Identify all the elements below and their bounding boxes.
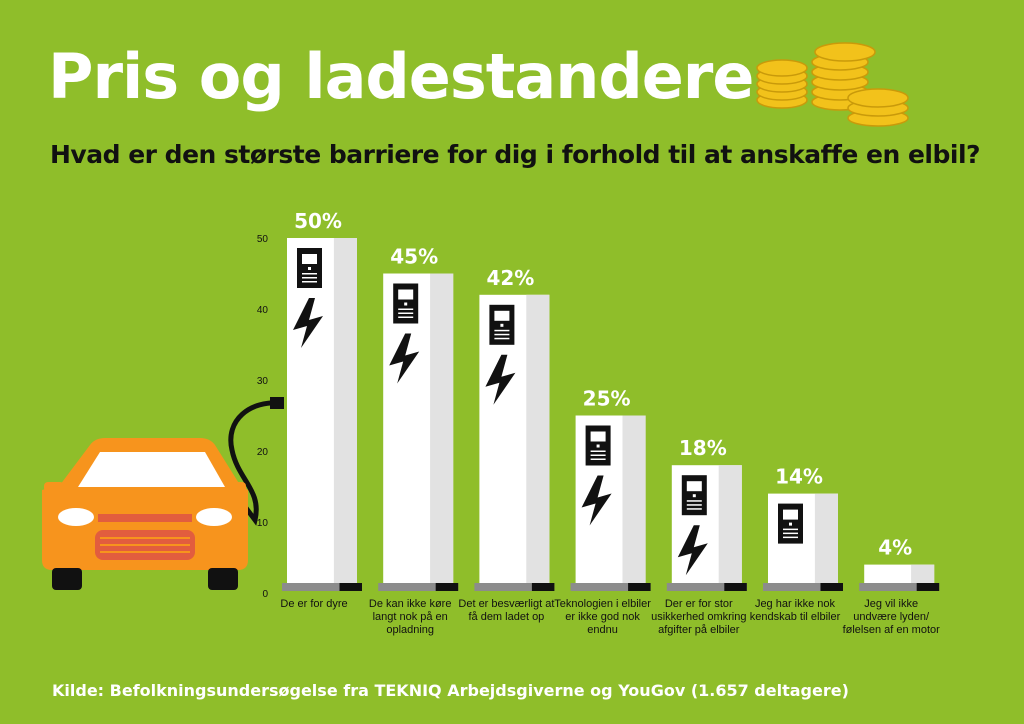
category-label: Jeg har ikke nok kendskab til elbiler <box>749 598 841 623</box>
bar-shade <box>526 294 550 583</box>
bar-base <box>666 583 747 591</box>
charging-station-icon <box>489 304 515 345</box>
bar-base <box>570 583 651 591</box>
bar-group: 25% <box>570 387 651 591</box>
bar-base-dark <box>820 583 843 591</box>
coins-icon <box>756 42 909 127</box>
bar-shade <box>333 238 357 583</box>
page-title: Pris og ladestandere <box>48 40 754 113</box>
bar-base <box>763 583 843 591</box>
data-label: 4% <box>878 536 912 560</box>
data-label: 25% <box>583 387 631 411</box>
bar-shade <box>430 273 454 583</box>
category-label: Det er besværligt at få dem ladet op <box>458 598 555 623</box>
car-icon <box>42 438 248 590</box>
data-label: 42% <box>486 266 534 290</box>
bar-shade <box>622 415 646 583</box>
bar-base-dark <box>339 583 362 591</box>
charging-station-icon <box>393 283 419 324</box>
data-label: 14% <box>775 465 823 489</box>
y-tick-label: 20 <box>257 447 269 458</box>
data-label: 50% <box>294 209 342 233</box>
bar-group: 4% <box>859 536 940 591</box>
y-axis: 0 10 20 30 40 50 <box>257 234 269 600</box>
lightning-bolt-icon <box>293 298 323 348</box>
bar-base <box>474 583 555 591</box>
lightning-bolt-icon <box>389 333 420 384</box>
bar-base <box>378 583 459 591</box>
bar-base <box>282 583 362 591</box>
lightning-bolt-icon <box>581 475 612 526</box>
bar-base-dark <box>435 583 459 591</box>
bar-base-dark <box>724 583 747 591</box>
bar-base <box>859 583 940 591</box>
bar-shade <box>814 493 838 583</box>
bar-group: 18% <box>666 436 747 591</box>
data-label: 18% <box>679 436 727 460</box>
bar-shade <box>911 564 935 583</box>
bar-group: 50% <box>282 209 362 591</box>
bar-shade <box>718 465 742 583</box>
y-tick-label: 30 <box>257 376 269 387</box>
category-label: De er for dyre <box>280 598 348 610</box>
y-tick-label: 0 <box>262 589 268 600</box>
charging-station-icon <box>778 503 803 544</box>
lightning-bolt-icon <box>677 525 708 576</box>
bar-group: 45% <box>378 245 459 591</box>
charging-station-icon <box>297 248 322 288</box>
category-label: Jeg vil ikke undvære lyden/ følelsen af … <box>842 598 940 636</box>
bar-base-dark <box>531 583 555 591</box>
category-label: Teknologien i elbiler er ikke god nok en… <box>554 598 651 636</box>
bar-group: 42% <box>474 266 555 591</box>
lightning-bolt-icon <box>485 354 516 405</box>
y-tick-label: 40 <box>257 305 269 316</box>
page-subtitle: Hvad er den største barriere for dig i f… <box>50 140 981 169</box>
y-tick-label: 50 <box>257 234 269 245</box>
data-label: 45% <box>390 245 438 269</box>
bar-base-dark <box>628 583 651 591</box>
charging-station-icon <box>585 425 611 466</box>
bar-group: 14% <box>763 465 843 591</box>
category-label: Der er for stor usikkerhed omkring afgif… <box>651 598 747 636</box>
y-tick-label: 10 <box>257 518 269 529</box>
bar-base-dark <box>916 583 940 591</box>
charging-cable <box>228 400 283 526</box>
charging-station-icon <box>681 475 707 516</box>
source-note: Kilde: Befolkningsundersøgelse fra TEKNI… <box>52 681 849 700</box>
category-label: De kan ikke køre langt nok på en opladni… <box>368 598 452 636</box>
